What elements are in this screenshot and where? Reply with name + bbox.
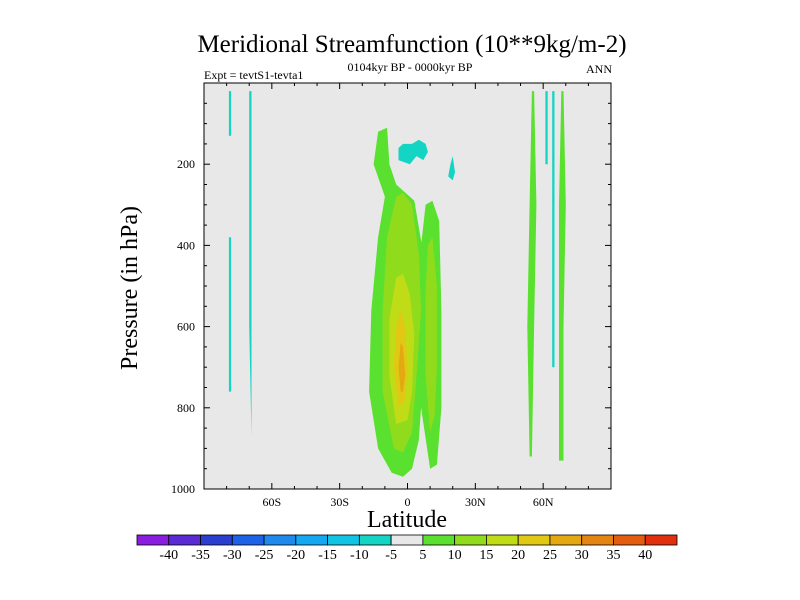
x-axis-label: Latitude	[367, 507, 447, 533]
experiment-label: Expt = tevtS1-tevta1	[204, 68, 303, 82]
y-axis: 200 400 600 800 1000	[171, 102, 611, 496]
colorbar-label: 10	[448, 548, 462, 563]
x-tick-label: 0	[405, 495, 411, 509]
colorbar-swatch	[231, 534, 265, 546]
contour-strip-sh-c	[228, 91, 232, 136]
colorbar-label: 40	[638, 548, 652, 563]
y-tick-label: 800	[177, 401, 195, 415]
y-tick-label: 400	[177, 238, 195, 252]
y-tick-label: 600	[177, 320, 195, 334]
contour-strip-nh-b	[559, 91, 566, 461]
colorbar-swatch	[200, 534, 233, 546]
contour-strip-sh-a	[249, 91, 252, 437]
colorbar-label: -30	[223, 548, 242, 563]
colorbar-label: 35	[606, 548, 620, 563]
chart-title: Meridional Streamfunction (10**9kg/m-2)	[197, 31, 626, 58]
colorbar-label: 30	[575, 548, 589, 563]
x-tick-label: 30N	[465, 495, 486, 509]
contour-strip-nh-d	[545, 91, 548, 165]
colorbar-label: -35	[191, 548, 210, 563]
colorbar-swatch	[390, 534, 424, 546]
colorbar-swatch	[644, 534, 678, 546]
colorbar-swatch	[613, 534, 646, 546]
y-tick-label: 1000	[171, 482, 195, 496]
season-label: ANN	[586, 62, 612, 76]
colorbar-swatch	[486, 534, 519, 546]
colorbar-swatch	[549, 534, 583, 546]
colorbar-swatch	[454, 534, 487, 546]
colorbar-label: 25	[543, 548, 557, 563]
colorbar-label: -5	[385, 548, 397, 563]
contour-blob-upper-a	[398, 139, 428, 165]
colorbar-swatch	[263, 534, 297, 546]
colorbar-swatch	[168, 534, 201, 546]
contour-cell-sh-light	[425, 237, 437, 433]
colorbar: -40 -35 -30 -25 -20 -15 -10 -5 5 10 15 20 25 30 35 40	[136, 534, 678, 563]
x-tick-label: 60N	[533, 495, 554, 509]
contour-strip-nh-c	[552, 91, 555, 368]
y-axis-label: Pressure (in hPa)	[117, 206, 143, 370]
colorbar-label: -25	[255, 548, 274, 563]
colorbar-swatch	[517, 534, 551, 546]
contour-strip-nh-a	[527, 91, 537, 457]
contour-cell-nh-core	[398, 342, 406, 392]
colorbar-swatch	[295, 534, 328, 546]
colorbar-label: -40	[159, 548, 178, 563]
x-tick-label: 30S	[330, 495, 349, 509]
colorbar-swatch	[581, 534, 614, 546]
colorbar-label: -20	[286, 548, 305, 563]
colorbar-swatch	[136, 534, 170, 546]
contour-blob-upper-b	[448, 156, 455, 181]
x-tick-label: 60S	[262, 495, 281, 509]
colorbar-label: 5	[419, 548, 426, 563]
plot-area	[203, 82, 612, 490]
y-tick-label: 200	[177, 157, 195, 171]
colorbar-label: 20	[511, 548, 525, 563]
period-label: 0104kyr BP - 0000kyr BP	[348, 60, 473, 74]
colorbar-label: 15	[479, 548, 493, 563]
colorbar-label: -10	[350, 548, 369, 563]
colorbar-swatch	[358, 534, 392, 546]
colorbar-swatch	[422, 534, 456, 546]
colorbar-label: -15	[318, 548, 337, 563]
colorbar-swatch	[327, 534, 360, 546]
contour-strip-sh-b	[228, 237, 232, 392]
x-axis: 60S 30S 0 30N 60N	[226, 83, 589, 509]
